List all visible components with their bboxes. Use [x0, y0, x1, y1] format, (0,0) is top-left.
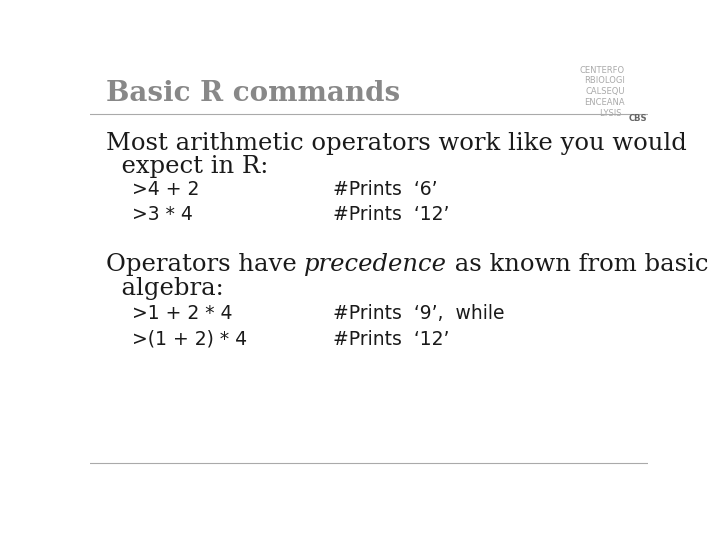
- Text: >3 * 4: >3 * 4: [132, 205, 193, 224]
- Text: Basic R commands: Basic R commands: [106, 80, 400, 107]
- Text: #Prints  ‘9’,  while: #Prints ‘9’, while: [333, 304, 504, 323]
- Text: CBS: CBS: [629, 114, 647, 123]
- Text: Operators have: Operators have: [106, 253, 304, 276]
- Text: CENTERFO
RBIOLOGI
CALSEQU
ENCEANA
LYSIS: CENTERFO RBIOLOGI CALSEQU ENCEANA LYSIS: [580, 66, 624, 118]
- Text: algebra:: algebra:: [106, 277, 223, 300]
- Text: >1 + 2 * 4: >1 + 2 * 4: [132, 304, 233, 323]
- Text: >4 + 2: >4 + 2: [132, 180, 199, 199]
- Text: #Prints  ‘12’: #Prints ‘12’: [333, 330, 449, 349]
- Text: >(1 + 2) * 4: >(1 + 2) * 4: [132, 330, 247, 349]
- Text: #Prints  ‘12’: #Prints ‘12’: [333, 205, 449, 224]
- Text: #Prints  ‘6’: #Prints ‘6’: [333, 180, 437, 199]
- Text: precedence: precedence: [304, 253, 447, 276]
- Text: Most arithmetic operators work like you would: Most arithmetic operators work like you …: [106, 132, 686, 156]
- Text: expect in R:: expect in R:: [106, 155, 268, 178]
- Text: as known from basic: as known from basic: [447, 253, 708, 276]
